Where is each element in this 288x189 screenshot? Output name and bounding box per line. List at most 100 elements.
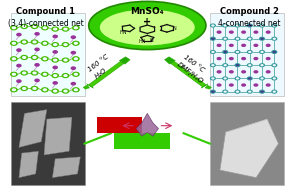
Circle shape [211,37,215,40]
Circle shape [236,91,239,93]
Circle shape [31,86,39,91]
Circle shape [32,87,37,90]
Circle shape [247,37,253,41]
Circle shape [20,39,28,45]
Circle shape [260,51,264,53]
Circle shape [273,24,276,27]
Circle shape [210,63,216,67]
Circle shape [253,57,258,60]
Circle shape [222,37,228,41]
Circle shape [43,26,47,29]
Circle shape [53,59,57,62]
Circle shape [248,51,251,53]
Circle shape [248,91,251,93]
Circle shape [217,83,221,87]
Text: (3,4)-connected net: (3,4)-connected net [7,19,83,28]
Circle shape [51,26,59,32]
Circle shape [236,64,239,67]
Circle shape [271,90,277,94]
Circle shape [52,35,58,38]
Text: 4-connected net: 4-connected net [218,19,281,28]
Circle shape [217,44,221,47]
Circle shape [217,57,221,60]
Circle shape [63,28,68,31]
Text: 160 °C: 160 °C [87,54,110,73]
Circle shape [62,26,69,32]
Circle shape [20,24,28,29]
Circle shape [71,82,76,86]
Polygon shape [136,113,158,136]
Circle shape [247,50,253,54]
Text: N: N [173,26,177,31]
Bar [11,102,84,185]
Circle shape [223,51,227,53]
Circle shape [74,73,78,76]
Circle shape [32,56,37,59]
Circle shape [43,42,47,45]
Circle shape [20,70,28,76]
Polygon shape [205,85,211,89]
Circle shape [32,71,37,74]
Circle shape [72,72,80,77]
Circle shape [63,43,68,46]
Circle shape [266,30,271,34]
Circle shape [72,41,80,46]
Circle shape [32,40,37,43]
Circle shape [210,76,216,81]
Circle shape [71,66,76,70]
Text: HN: HN [139,39,146,43]
Circle shape [22,56,26,59]
Circle shape [43,73,47,76]
Circle shape [234,76,240,81]
Circle shape [222,50,228,54]
Circle shape [10,25,18,30]
Circle shape [217,70,221,74]
Circle shape [248,24,252,27]
Circle shape [234,63,240,67]
Circle shape [236,51,239,53]
Circle shape [248,38,251,40]
Circle shape [10,41,18,46]
Circle shape [266,44,271,47]
Circle shape [34,78,40,82]
Circle shape [236,64,239,66]
Circle shape [16,33,22,36]
Circle shape [236,24,239,27]
Circle shape [52,66,58,69]
Circle shape [22,25,26,28]
Polygon shape [119,57,130,64]
Circle shape [248,77,252,80]
Circle shape [247,63,253,67]
Circle shape [211,90,215,93]
Circle shape [223,77,227,80]
Polygon shape [201,84,208,88]
Circle shape [62,88,69,94]
Circle shape [20,55,28,60]
Ellipse shape [100,9,195,45]
Circle shape [53,90,57,93]
Circle shape [248,64,251,66]
Polygon shape [87,84,94,88]
Circle shape [34,32,40,36]
Circle shape [222,90,228,94]
Bar [210,13,284,96]
Circle shape [241,30,246,34]
Circle shape [241,70,246,74]
Circle shape [211,38,215,40]
Circle shape [253,70,258,74]
Circle shape [273,91,276,93]
Polygon shape [88,61,124,87]
Circle shape [271,50,277,54]
Circle shape [273,38,276,40]
Circle shape [41,25,49,30]
Circle shape [260,64,264,66]
Circle shape [31,70,39,76]
Circle shape [223,91,227,93]
Circle shape [72,56,80,61]
Circle shape [271,76,277,81]
Circle shape [12,42,16,45]
Circle shape [236,77,239,80]
Circle shape [260,91,264,93]
Circle shape [247,23,253,28]
Circle shape [51,57,59,63]
